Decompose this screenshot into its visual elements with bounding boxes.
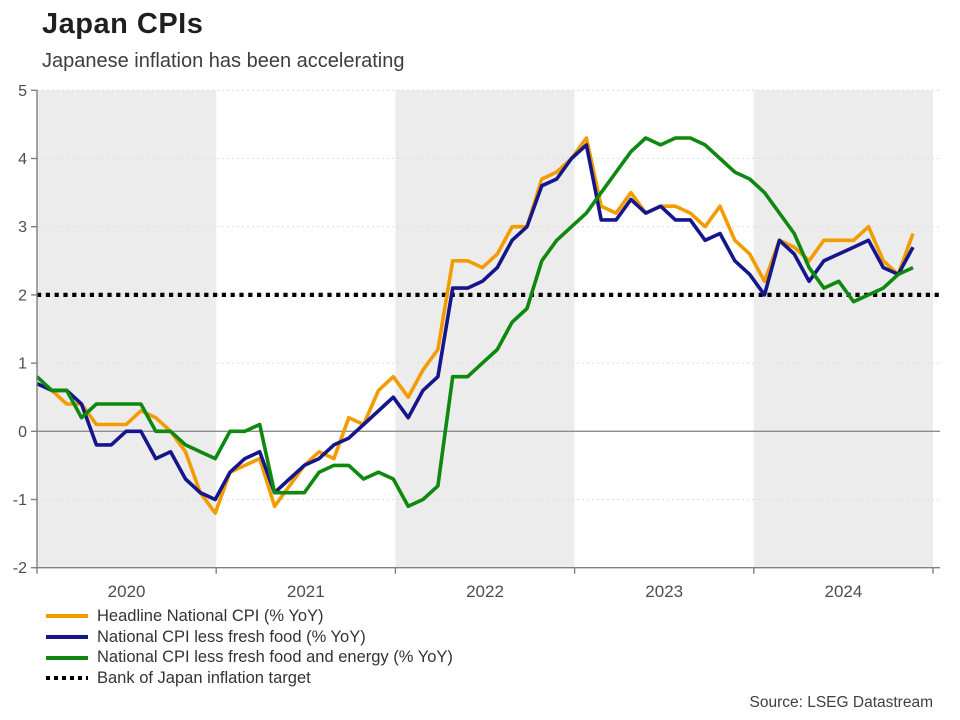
y-tick-label: 3	[18, 219, 27, 236]
legend-label: Bank of Japan inflation target	[97, 668, 311, 687]
legend-label: National CPI less fresh food (% YoY)	[97, 627, 366, 646]
series-line-0	[36, 136, 915, 515]
legend-item-boj-target: Bank of Japan inflation target	[46, 668, 453, 689]
legend-item-core-cpi: National CPI less fresh food (% YoY)	[46, 627, 453, 648]
legend-label: Headline National CPI (% YoY)	[97, 606, 324, 625]
y-tick-label: -2	[13, 560, 27, 577]
year-band-2024	[753, 90, 933, 568]
core-cpi-line-swatch	[46, 635, 88, 640]
chart-title: Japan CPIs	[42, 8, 204, 40]
legend-item-headline-cpi: Headline National CPI (% YoY)	[46, 606, 453, 627]
core-core-cpi-line-swatch	[46, 655, 88, 660]
y-tick-label: 5	[18, 83, 27, 100]
x-year-label: 2023	[645, 582, 683, 601]
series-line-1	[36, 143, 915, 502]
x-year-label: 2022	[466, 582, 504, 601]
x-year-label: 2021	[287, 582, 325, 601]
y-tick-label: 0	[18, 424, 27, 441]
year-band-2020	[37, 90, 217, 568]
source-attribution: Source: LSEG Datastream	[749, 694, 934, 711]
y-tick-label: -1	[13, 492, 27, 509]
y-tick-label: 2	[18, 287, 27, 304]
legend-item-core-core-cpi: National CPI less fresh food and energy …	[46, 647, 453, 668]
year-band-2022	[395, 90, 575, 568]
y-tick-label: 4	[18, 151, 27, 168]
chart-legend: Headline National CPI (% YoY) National C…	[46, 606, 453, 689]
x-year-label: 2024	[824, 582, 862, 601]
boj-target-dotted-swatch	[46, 676, 88, 681]
chart-subtitle: Japanese inflation has been accelerating	[42, 50, 405, 72]
legend-label: National CPI less fresh food and energy …	[97, 648, 453, 667]
y-tick-label: 1	[18, 356, 27, 373]
series-line-2	[35, 136, 914, 509]
headline-cpi-line-swatch	[46, 614, 88, 619]
x-year-label: 2020	[108, 582, 146, 601]
